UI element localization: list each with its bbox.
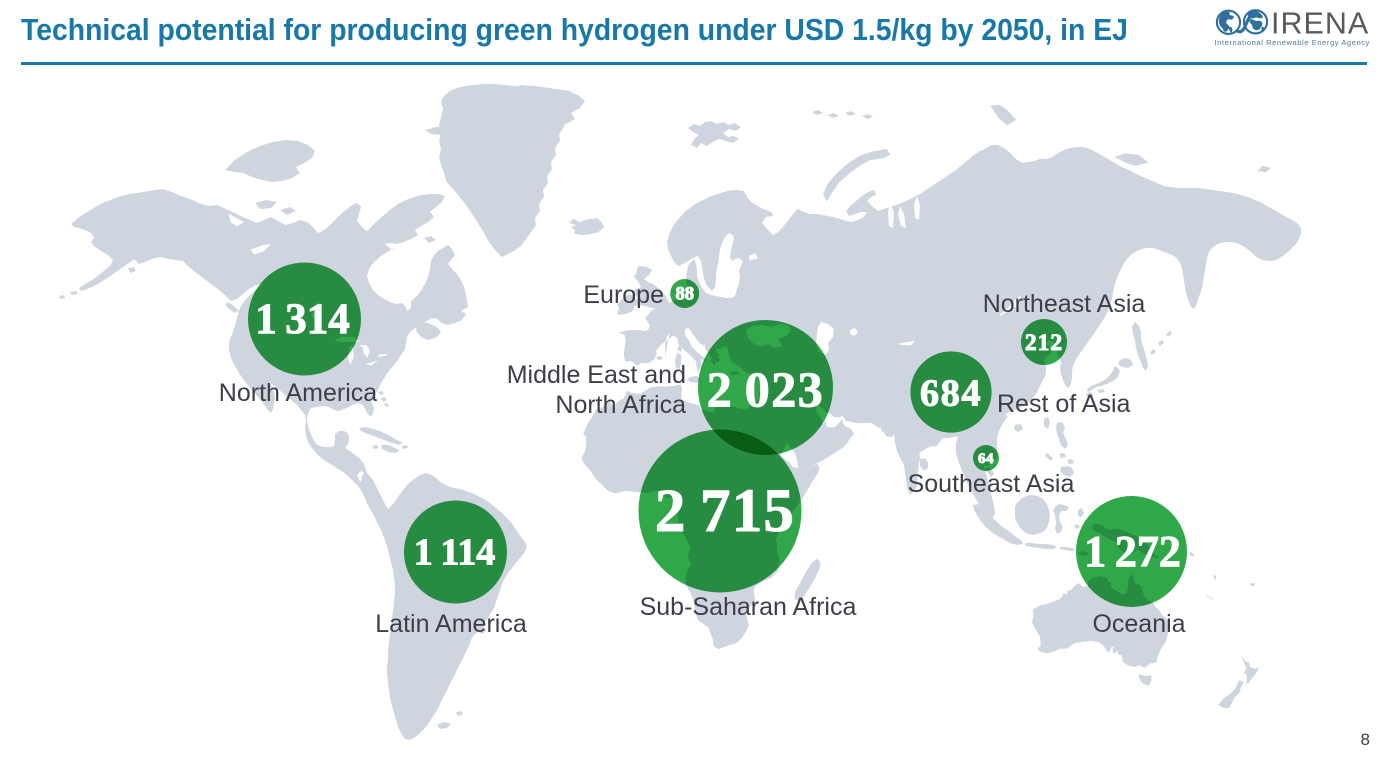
svg-text:Latin America: Latin America bbox=[375, 610, 527, 638]
svg-text:Middle East and: Middle East and bbox=[507, 361, 686, 389]
svg-text:64: 64 bbox=[978, 451, 994, 467]
svg-text:Oceania: Oceania bbox=[1092, 610, 1185, 638]
svg-text:Rest of Asia: Rest of Asia bbox=[997, 390, 1130, 418]
svg-text:North Africa: North Africa bbox=[555, 391, 686, 419]
svg-text:88: 88 bbox=[675, 285, 694, 305]
svg-text:IRENA: IRENA bbox=[1271, 7, 1369, 41]
svg-text:1 272: 1 272 bbox=[1084, 527, 1181, 576]
svg-text:1 114: 1 114 bbox=[414, 532, 496, 574]
svg-text:Northeast Asia: Northeast Asia bbox=[983, 290, 1146, 318]
svg-text:212: 212 bbox=[1025, 330, 1063, 356]
svg-text:Sub-Saharan Africa: Sub-Saharan Africa bbox=[640, 593, 857, 621]
svg-text:2 715: 2 715 bbox=[655, 478, 795, 545]
svg-text:2 023: 2 023 bbox=[707, 361, 825, 417]
svg-text:International Renewable Energy: International Renewable Energy Agency bbox=[1215, 38, 1370, 47]
svg-text:North America: North America bbox=[219, 379, 377, 407]
svg-text:Southeast Asia: Southeast Asia bbox=[908, 470, 1075, 498]
svg-text:Europe: Europe bbox=[583, 281, 664, 309]
svg-text:684: 684 bbox=[920, 373, 982, 415]
svg-text:1 314: 1 314 bbox=[255, 296, 350, 343]
